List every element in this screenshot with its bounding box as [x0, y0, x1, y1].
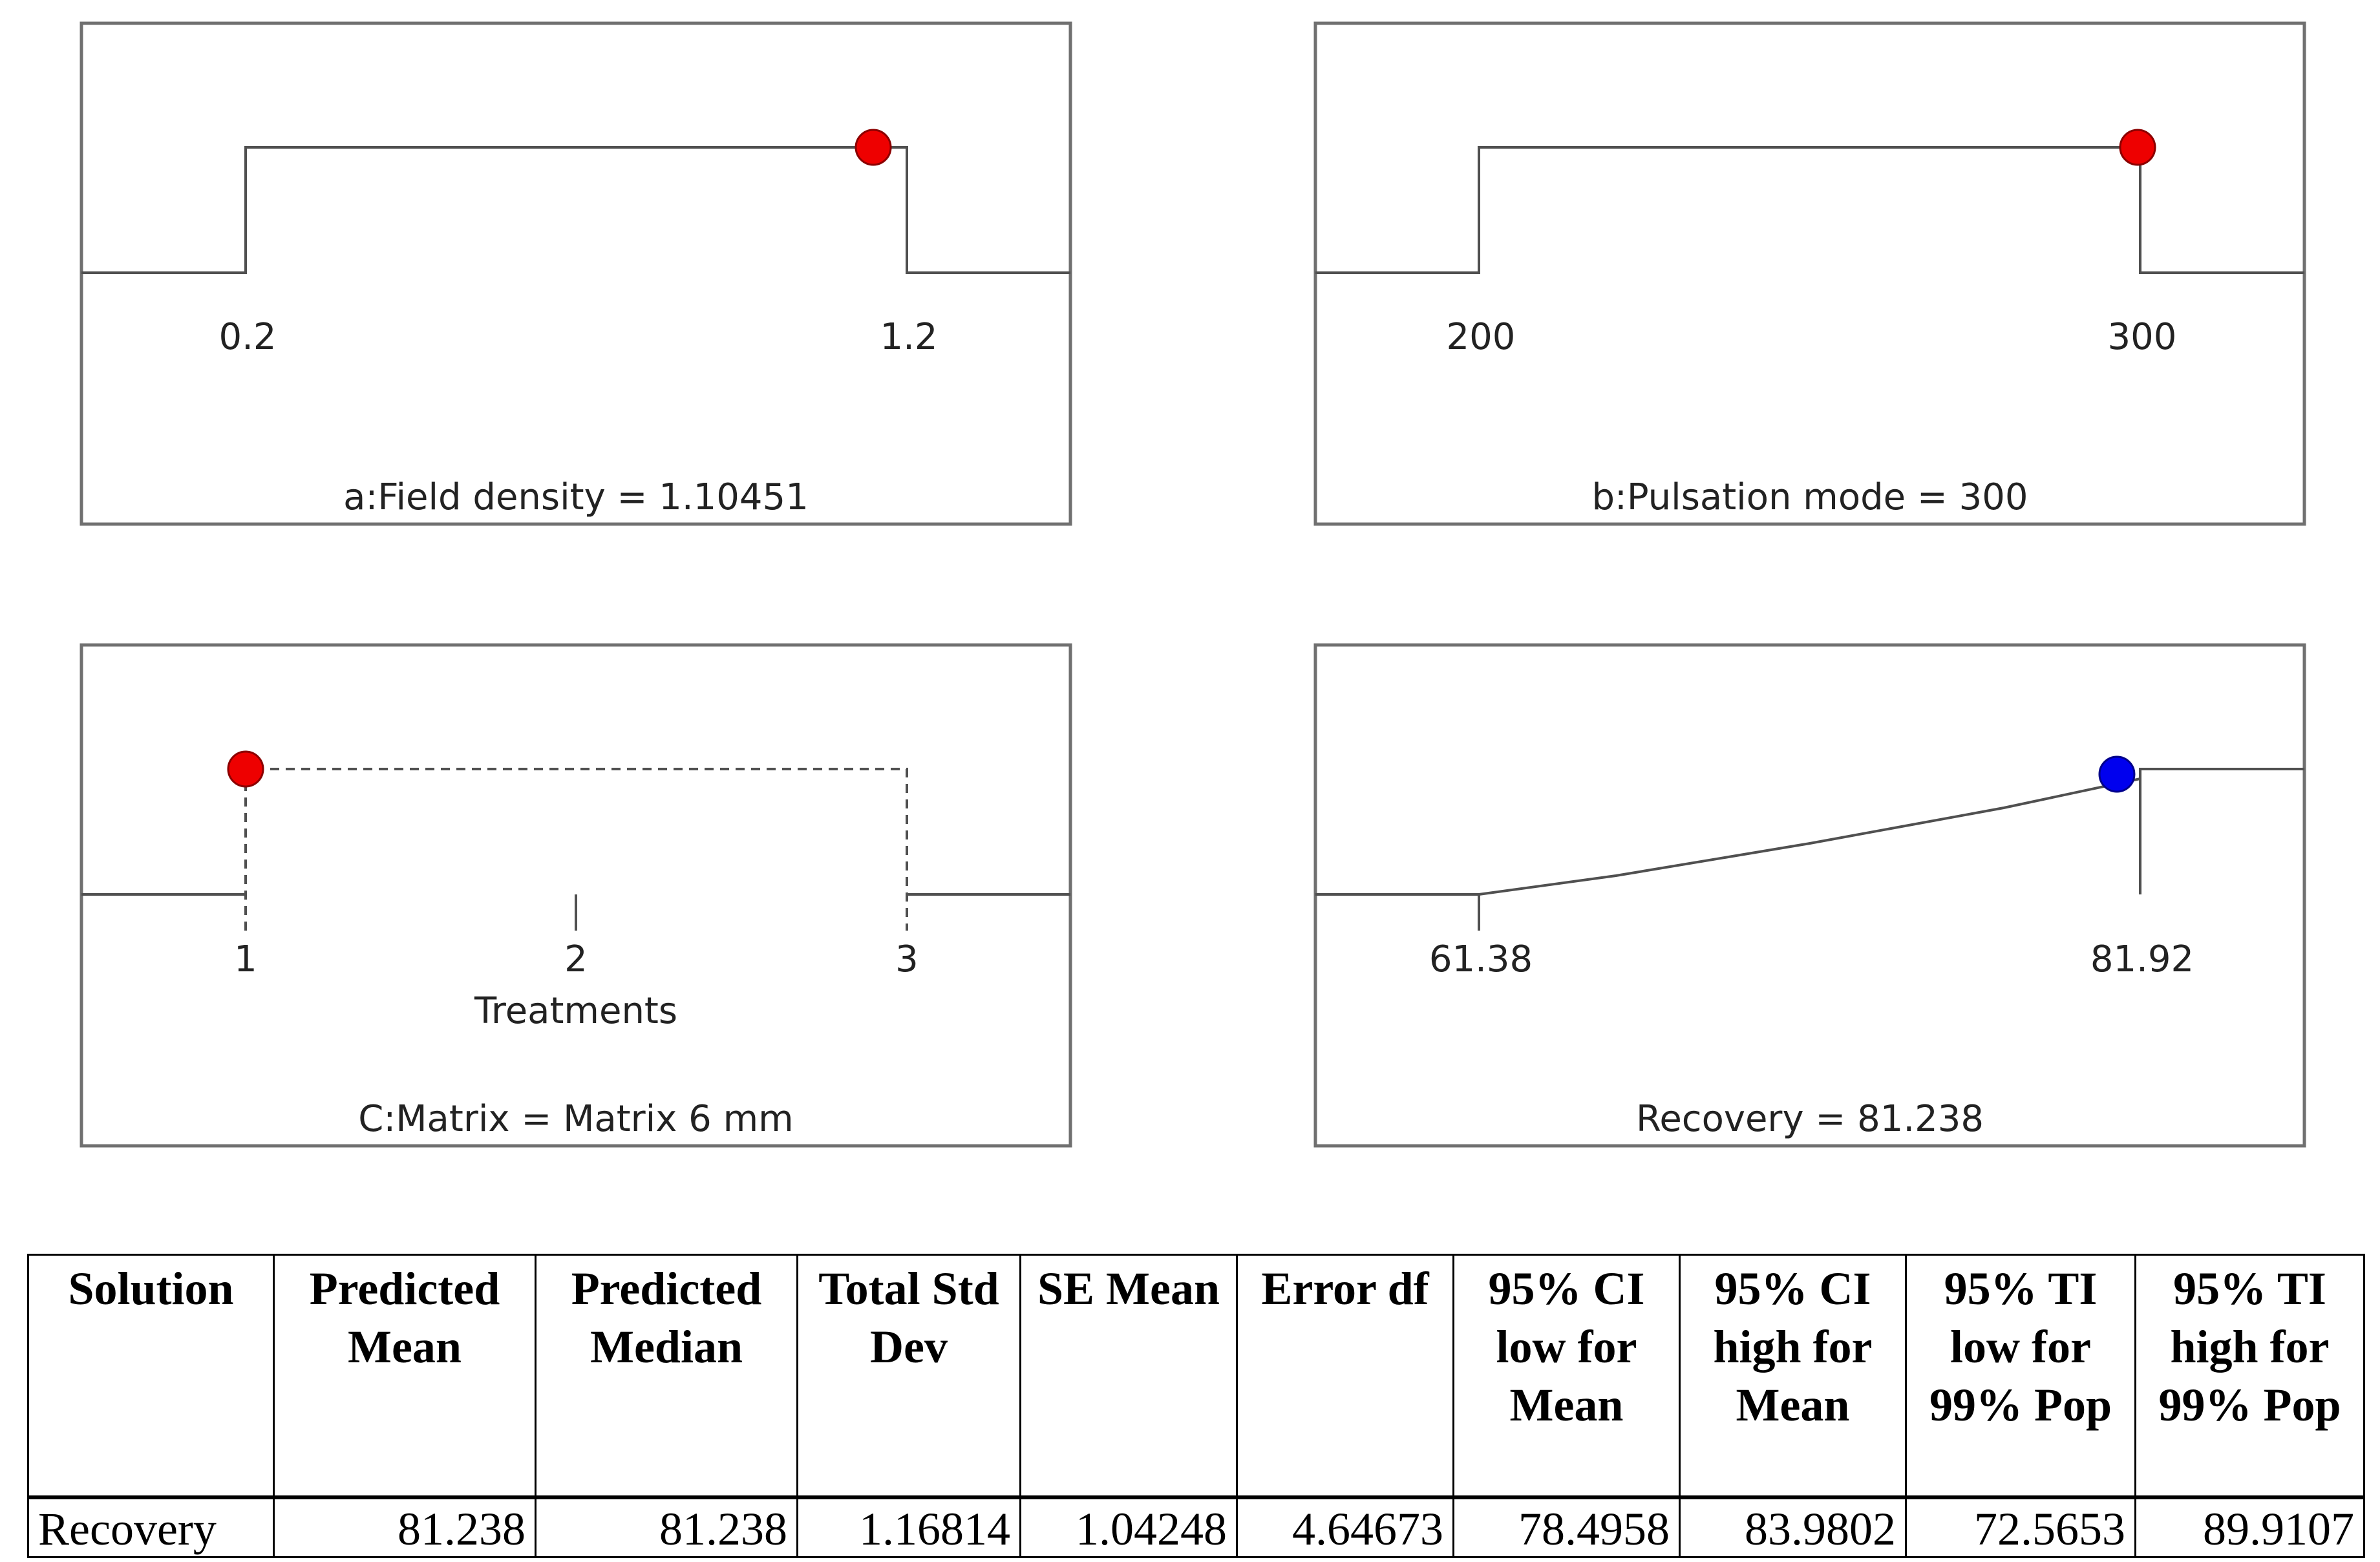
- panel-label: b:Pulsation mode = 300: [1591, 476, 2028, 518]
- setting-dot[interactable]: [227, 750, 264, 788]
- header-solution: Solution: [27, 1254, 275, 1499]
- header-ci-low: 95% CI low for Mean: [1452, 1254, 1681, 1499]
- setting-dot[interactable]: [2119, 129, 2156, 166]
- panel-matrix: 1 2 3 Treatments C:Matrix = Matrix 6 mm: [80, 643, 1072, 1148]
- tick-label-min: 200: [1447, 316, 1516, 358]
- tick-label-1: 1: [234, 938, 257, 980]
- cell-total-std-dev: 1.16814: [796, 1496, 1021, 1558]
- cell-ci-low: 78.4958: [1452, 1496, 1681, 1558]
- response-dot[interactable]: [2098, 755, 2136, 793]
- panel-pulsation-mode: 200 300 b:Pulsation mode = 300: [1313, 21, 2306, 526]
- tick-label-min: 0.2: [218, 316, 276, 358]
- header-ci-high: 95% CI high for Mean: [1679, 1254, 1907, 1499]
- tick-label-max: 1.2: [880, 316, 937, 358]
- header-predicted-median: Predicted Median: [535, 1254, 798, 1499]
- header-ti-low: 95% TI low for 99% Pop: [1905, 1254, 2136, 1499]
- tick-label-3: 3: [895, 938, 919, 980]
- panel-label: Recovery = 81.238: [1636, 1098, 1984, 1140]
- panel-recovery: 61.38 81.92 Recovery = 81.238: [1313, 643, 2306, 1148]
- table-header-row: Solution Predicted Mean Predicted Median…: [27, 1254, 2365, 1499]
- cell-ti-high: 89.9107: [2134, 1496, 2365, 1558]
- tick-label-max: 300: [2108, 316, 2177, 358]
- cell-error-df: 4.64673: [1236, 1496, 1454, 1558]
- ramp-line: [1315, 768, 2304, 896]
- ramp-line: [81, 146, 1070, 274]
- axis-title: Treatments: [474, 990, 677, 1032]
- desirability-ramps: 0.2 1.2 a:Field density = 1.10451 200 30…: [80, 21, 2306, 1148]
- tick-label-min: 61.38: [1429, 938, 1533, 980]
- panel-label: a:Field density = 1.10451: [343, 476, 809, 518]
- panel-label: C:Matrix = Matrix 6 mm: [358, 1098, 793, 1140]
- setting-dot[interactable]: [855, 129, 892, 166]
- ramp-line: [1315, 146, 2304, 274]
- header-predicted-mean: Predicted Mean: [273, 1254, 537, 1499]
- cell-predicted-median: 81.238: [535, 1496, 798, 1558]
- cell-se-mean: 1.04248: [1019, 1496, 1238, 1558]
- selected-range: [244, 768, 908, 931]
- header-ti-high: 95% TI high for 99% Pop: [2134, 1254, 2365, 1499]
- header-error-df: Error df: [1236, 1254, 1454, 1499]
- cell-predicted-mean: 81.238: [273, 1496, 537, 1558]
- header-se-mean: SE Mean: [1019, 1254, 1238, 1499]
- solutions-table: Solution Predicted Mean Predicted Median…: [27, 1254, 2365, 1558]
- panel-field-density: 0.2 1.2 a:Field density = 1.10451: [80, 21, 1072, 526]
- tick-label-max: 81.92: [2090, 938, 2194, 980]
- tick-label-2: 2: [564, 938, 588, 980]
- table-row: Recovery 81.238 81.238 1.16814 1.04248 4…: [27, 1496, 2365, 1558]
- cell-ti-low: 72.5653: [1905, 1496, 2136, 1558]
- header-total-std-dev: Total Std Dev: [796, 1254, 1021, 1499]
- cell-ci-high: 83.9802: [1679, 1496, 1907, 1558]
- cell-solution: Recovery: [27, 1496, 275, 1558]
